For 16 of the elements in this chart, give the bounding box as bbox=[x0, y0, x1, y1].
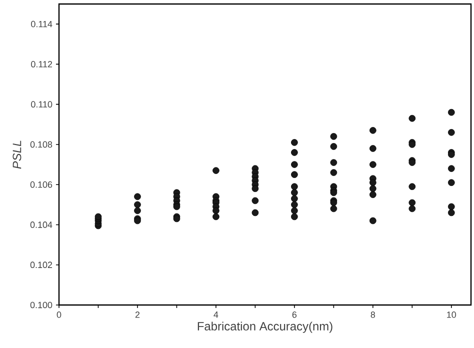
x-tick-label: 2 bbox=[135, 312, 140, 318]
x-tick-label: 6 bbox=[292, 312, 297, 318]
x-tick-label: 4 bbox=[214, 312, 218, 318]
y-tick-label: 0.102 bbox=[30, 262, 52, 268]
x-tick-label: 0 bbox=[56, 312, 62, 318]
y-tick-label: 0.100 bbox=[30, 302, 52, 308]
y-tick-label: 0.104 bbox=[30, 222, 52, 228]
x-axis-title: Fabrication Accuracy(nm) bbox=[198, 322, 332, 333]
y-tick-label: 0.106 bbox=[30, 181, 52, 188]
y-tick-label: 0.110 bbox=[31, 101, 52, 108]
y-tick-label: 0.114 bbox=[31, 20, 52, 28]
y-axis-title: PSLL bbox=[12, 140, 22, 169]
x-tick-label: 8 bbox=[370, 312, 376, 318]
y-tick-label: 0.112 bbox=[31, 61, 52, 68]
y-tick-label: 0.108 bbox=[30, 141, 52, 148]
x-tick-label: 10 bbox=[447, 312, 456, 318]
